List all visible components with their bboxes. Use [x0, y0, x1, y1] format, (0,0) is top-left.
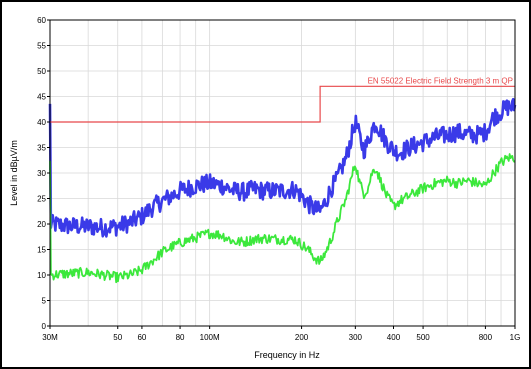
limit-layer: EN 55022 Electric Field Strength 3 m QP [50, 76, 515, 123]
x-tick-label: 200 [295, 333, 309, 342]
y-axis-label: Level in dBµV/m [9, 140, 19, 206]
x-tick-label: 50 [113, 333, 122, 342]
x-axis-label: Frequency in Hz [254, 350, 320, 360]
grid [49, 19, 516, 327]
y-tick-label: 5 [42, 297, 47, 306]
y-tick-label: 35 [37, 144, 46, 153]
y-axis: 0 5 10 15 20 25 30 35 40 45 50 55 60 [37, 16, 50, 331]
series-layer [48, 97, 517, 284]
y-tick-label: 45 [37, 93, 46, 102]
x-tick-label: 1G [510, 333, 521, 342]
x-tick-label: 800 [479, 333, 493, 342]
limit-line-label: EN 55022 Electric Field Strength 3 m QP [368, 76, 513, 85]
y-tick-label: 50 [37, 67, 46, 76]
x-tick-label: 300 [349, 333, 363, 342]
y-tick-label: 10 [37, 271, 46, 280]
x-tick-label: 60 [137, 333, 146, 342]
y-tick-label: 25 [37, 195, 46, 204]
y-tick-label: 55 [37, 42, 46, 51]
limit-line [50, 85, 515, 123]
y-tick-label: 30 [37, 169, 46, 178]
y-tick-label: 15 [37, 246, 46, 255]
series-line-2 [49, 153, 516, 284]
x-tick-label: 400 [387, 333, 401, 342]
y-tick-label: 20 [37, 220, 46, 229]
y-tick-label: 0 [42, 322, 47, 331]
y-tick-label: 60 [37, 16, 46, 25]
x-tick-label: 500 [416, 333, 430, 342]
series-line-1 [48, 97, 517, 238]
x-axis: 30M 50 60 80 100M 200 300 400 500 800 1G [42, 326, 520, 342]
x-tick-label: 30M [42, 333, 58, 342]
y-tick-label: 40 [37, 118, 46, 127]
x-tick-label: 80 [176, 333, 185, 342]
x-tick-label: 100M [200, 333, 220, 342]
